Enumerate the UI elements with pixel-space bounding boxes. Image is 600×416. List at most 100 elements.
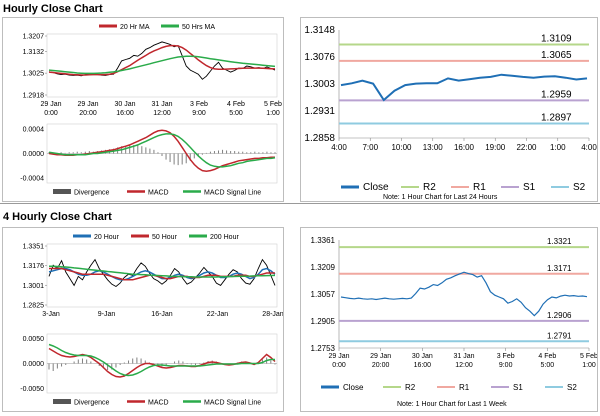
level-label-s2: 1.2791 [547, 331, 572, 340]
legend-label-macd-signal-line: MACD Signal Line [204, 400, 261, 407]
xtick-label: 1:00 [550, 143, 566, 152]
hourly-24h-svg: 1.3148 1.3076 1.3003 1.2931 1.2858 1.3109 1.30… [304, 25, 597, 201]
price-series-20-hr-ma [48, 44, 276, 76]
price-plot-frame [46, 243, 278, 308]
legend-label-divergence: Divergence [74, 400, 110, 407]
price-series-50-hour [49, 267, 275, 281]
macd-ytick-label: 0.0000 [23, 361, 45, 368]
price-xtick-label: 28-Jan [262, 311, 283, 318]
xtick-label: 1:00 [582, 362, 596, 369]
price-xtick-label: 20:00 [79, 110, 97, 117]
ytick-label: 1.2931 [304, 106, 335, 117]
price-xtick-label: 9:00 [192, 110, 206, 117]
ytick-label: 1.2858 [304, 133, 335, 144]
legend-label-r1: R1 [473, 182, 486, 193]
legend-label-20-hour: 20 Hour [94, 234, 120, 241]
level-label-r1: 1.3065 [541, 50, 572, 61]
xtick-label: 16:00 [414, 362, 432, 369]
ytick-label: 1.3361 [311, 236, 336, 245]
price-xtick-label: 5 Feb [264, 101, 282, 108]
price-series-200-hour [49, 265, 276, 278]
four-hourly-section-title: 4 Hourly Close Chart [3, 211, 112, 223]
section-divider [0, 203, 600, 204]
legend-label-200-hour: 200 Hour [210, 234, 239, 241]
level-label-s1: 1.2906 [547, 311, 572, 320]
xtick-label: 30 Jan [412, 353, 433, 360]
price-ytick-label: 1.2825 [23, 303, 45, 310]
legend-label-macd: MACD [148, 190, 169, 197]
xtick-label: 13:00 [423, 143, 444, 152]
ytick-label: 1.3209 [311, 263, 336, 272]
ytick-label: 1.2905 [311, 317, 336, 326]
level-label-s1: 1.2959 [541, 89, 572, 100]
hourly-section-title: Hourly Close Chart [3, 3, 103, 15]
chart-note: Note: 1 Hour Chart for Last 1 Week [397, 401, 507, 408]
ytick-label: 1.2753 [311, 344, 336, 353]
ytick-label: 1.3148 [304, 25, 335, 36]
price-xtick-label: 22-Jan [207, 311, 229, 318]
price-ytick-label: 1.3025 [23, 71, 45, 78]
xtick-label: 20:00 [372, 362, 390, 369]
legend-label-s2: S2 [573, 182, 586, 193]
price-xtick-label: 3 Feb [190, 101, 208, 108]
xtick-label: 4 Feb [538, 353, 556, 360]
xtick-label: 7:00 [362, 143, 378, 152]
price-xtick-label: 0:00 [44, 110, 58, 117]
hourly-week-svg: 1.3361 1.3209 1.3057 1.2905 1.2753 1.3321 1.31… [311, 236, 599, 408]
xtick-label: 12:00 [455, 362, 473, 369]
legend-label-r1: R1 [459, 383, 470, 392]
xtick-label: 3 Feb [497, 353, 515, 360]
price-ytick-label: 1.3132 [23, 49, 45, 56]
price-xtick-label: 12:00 [153, 110, 171, 117]
macd-series-macd [48, 129, 275, 172]
ytick-label: 1.3076 [304, 52, 335, 63]
legend-label-close: Close [363, 182, 389, 193]
close-series-line [340, 73, 588, 102]
price-ytick-label: 1.3001 [23, 283, 45, 290]
hourly-chart-panel: 20 Hr MA 50 Hrs MA 1.3207 1.3132 1.3025 1.291… [2, 17, 284, 202]
price-xtick-label: 1:00 [266, 110, 280, 117]
price-plot-frame [46, 33, 278, 98]
chart-note: Note: 1 Hour Chart for Last 24 Hours [383, 194, 498, 201]
legend-label-s1: S1 [513, 383, 523, 392]
hourly-24h-panel: 1.3148 1.3076 1.3003 1.2931 1.2858 1.3109 1.30… [300, 17, 598, 202]
legend-label-macd-signal-line: MACD Signal Line [204, 190, 261, 197]
level-label-r2: 1.3321 [547, 237, 572, 246]
price-xtick-label: 29 Jan [40, 101, 61, 108]
price-series-close [48, 258, 276, 288]
macd-series-macd-signal-line [48, 133, 276, 168]
xtick-label: 10:00 [391, 143, 412, 152]
xtick-label: 22:00 [516, 143, 537, 152]
price-series-50-hrs-ma [48, 55, 276, 75]
xtick-label: 29 Jan [328, 353, 349, 360]
legend-label-50-hour: 50 Hour [152, 234, 178, 241]
level-label-r1: 1.3171 [547, 264, 572, 273]
four-hourly-chart-panel: 20 Hour 50 Hour 200 Hour 1.3351 1.3176 1.3001… [2, 227, 284, 412]
legend-label-close: Close [343, 383, 364, 392]
price-xtick-label: 3-Jan [42, 311, 60, 318]
legend-label-50-hrs-ma: 50 Hrs MA [182, 24, 215, 31]
xtick-label: 5 Feb [580, 353, 597, 360]
price-xtick-label: 16-Jan [151, 311, 173, 318]
macd-series-macd-signal-line [48, 343, 275, 377]
price-series-20-hour [48, 267, 276, 281]
level-label-r2: 1.3109 [541, 34, 572, 45]
price-ytick-label: 1.3207 [23, 34, 45, 41]
xtick-label: 4:00 [331, 143, 347, 152]
price-xtick-label: 9-Jan [98, 311, 116, 318]
price-ytick-label: 1.2918 [23, 93, 45, 100]
price-xtick-label: 31 Jan [151, 101, 172, 108]
legend-label-macd: MACD [148, 400, 169, 407]
price-xtick-label: 5:00 [229, 110, 243, 117]
xtick-label: 4:00 [581, 143, 597, 152]
price-xtick-label: 4 Feb [227, 101, 245, 108]
xtick-label: 29 Jan [370, 353, 391, 360]
legend-label-s2: S2 [567, 383, 577, 392]
price-xtick-label: 30 Jan [114, 101, 135, 108]
macd-ytick-label: 0.0050 [23, 336, 45, 343]
price-ytick-label: 1.3351 [23, 244, 45, 251]
hourly-week-panel: 1.3361 1.3209 1.3057 1.2905 1.2753 1.3321 1.31… [300, 227, 598, 412]
xtick-label: 0:00 [332, 362, 346, 369]
hourly-chart-svg: 20 Hr MA 50 Hrs MA 1.3207 1.3132 1.3025 1.291… [20, 24, 282, 197]
price-xtick-label: 29 Jan [77, 101, 98, 108]
